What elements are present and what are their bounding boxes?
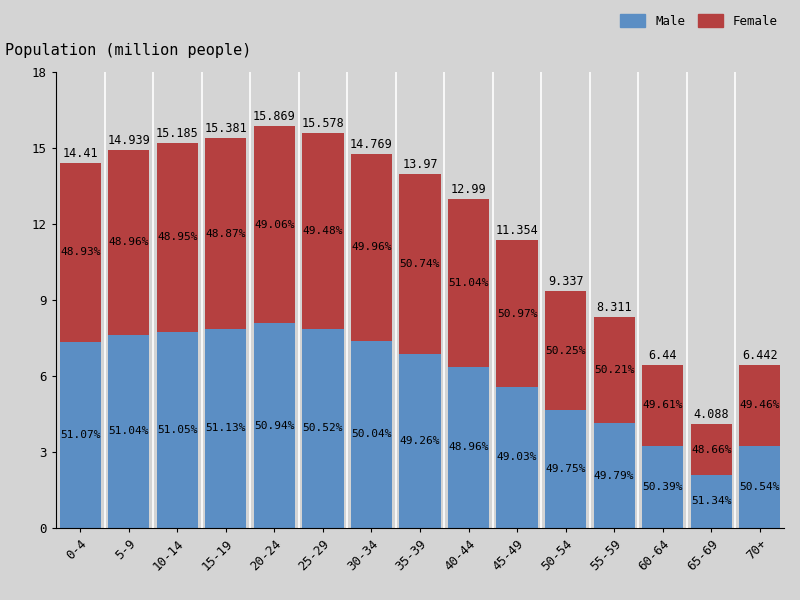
- Bar: [594, 317, 634, 423]
- Text: 51.04%: 51.04%: [109, 427, 149, 436]
- Text: 15.381: 15.381: [205, 122, 247, 136]
- Bar: [157, 143, 198, 332]
- Text: 14.41: 14.41: [62, 147, 98, 160]
- Bar: [690, 475, 732, 528]
- Legend: Male, Female: Male, Female: [620, 14, 778, 28]
- Bar: [497, 387, 538, 528]
- Bar: [351, 341, 392, 528]
- Text: 50.94%: 50.94%: [254, 421, 294, 431]
- Text: 8.311: 8.311: [596, 301, 632, 314]
- Bar: [108, 149, 150, 335]
- Text: Population (million people): Population (million people): [5, 43, 251, 58]
- Text: 48.96%: 48.96%: [109, 237, 149, 247]
- Text: 50.74%: 50.74%: [400, 259, 440, 269]
- Text: 15.869: 15.869: [253, 110, 296, 123]
- Bar: [206, 329, 246, 528]
- Bar: [206, 139, 246, 329]
- Text: 51.13%: 51.13%: [206, 424, 246, 433]
- Text: 15.185: 15.185: [156, 127, 198, 140]
- Text: 50.52%: 50.52%: [302, 424, 343, 433]
- Bar: [739, 446, 780, 528]
- Text: 50.54%: 50.54%: [739, 482, 780, 492]
- Text: 49.96%: 49.96%: [351, 242, 392, 253]
- Text: 6.44: 6.44: [649, 349, 677, 362]
- Bar: [254, 126, 295, 323]
- Text: 13.97: 13.97: [402, 158, 438, 171]
- Text: 51.04%: 51.04%: [448, 278, 489, 288]
- Text: 51.05%: 51.05%: [157, 425, 198, 435]
- Bar: [302, 133, 343, 329]
- Text: 50.97%: 50.97%: [497, 308, 538, 319]
- Text: 49.61%: 49.61%: [642, 400, 683, 410]
- Text: 49.46%: 49.46%: [739, 400, 780, 410]
- Text: 14.769: 14.769: [350, 138, 393, 151]
- Bar: [448, 367, 489, 528]
- Text: 50.25%: 50.25%: [546, 346, 586, 356]
- Text: 9.337: 9.337: [548, 275, 583, 289]
- Bar: [497, 241, 538, 387]
- Text: 12.99: 12.99: [450, 183, 486, 196]
- Bar: [60, 163, 101, 341]
- Bar: [302, 329, 343, 528]
- Bar: [642, 446, 683, 528]
- Bar: [739, 365, 780, 446]
- Bar: [642, 365, 683, 446]
- Bar: [399, 353, 441, 528]
- Text: 48.66%: 48.66%: [691, 445, 731, 455]
- Text: 49.48%: 49.48%: [302, 226, 343, 236]
- Bar: [108, 335, 150, 528]
- Bar: [594, 423, 634, 528]
- Bar: [351, 154, 392, 341]
- Bar: [690, 424, 732, 475]
- Text: 50.21%: 50.21%: [594, 365, 634, 376]
- Text: 51.34%: 51.34%: [691, 496, 731, 506]
- Bar: [399, 174, 441, 353]
- Text: 49.03%: 49.03%: [497, 452, 538, 463]
- Text: 49.06%: 49.06%: [254, 220, 294, 230]
- Bar: [448, 199, 489, 367]
- Text: 49.75%: 49.75%: [546, 464, 586, 474]
- Text: 50.04%: 50.04%: [351, 430, 392, 439]
- Bar: [157, 332, 198, 528]
- Bar: [60, 341, 101, 528]
- Bar: [254, 323, 295, 528]
- Text: 48.93%: 48.93%: [60, 247, 101, 257]
- Text: 15.578: 15.578: [302, 118, 344, 130]
- Text: 48.95%: 48.95%: [157, 232, 198, 242]
- Text: 51.07%: 51.07%: [60, 430, 101, 440]
- Text: 48.87%: 48.87%: [206, 229, 246, 239]
- Text: 48.96%: 48.96%: [448, 442, 489, 452]
- Text: 4.088: 4.088: [694, 409, 729, 421]
- Text: 50.39%: 50.39%: [642, 482, 683, 492]
- Bar: [545, 292, 586, 410]
- Text: 14.939: 14.939: [107, 134, 150, 146]
- Text: 6.442: 6.442: [742, 349, 778, 362]
- Text: 49.26%: 49.26%: [400, 436, 440, 446]
- Bar: [545, 410, 586, 528]
- Text: 49.79%: 49.79%: [594, 470, 634, 481]
- Text: 11.354: 11.354: [496, 224, 538, 238]
